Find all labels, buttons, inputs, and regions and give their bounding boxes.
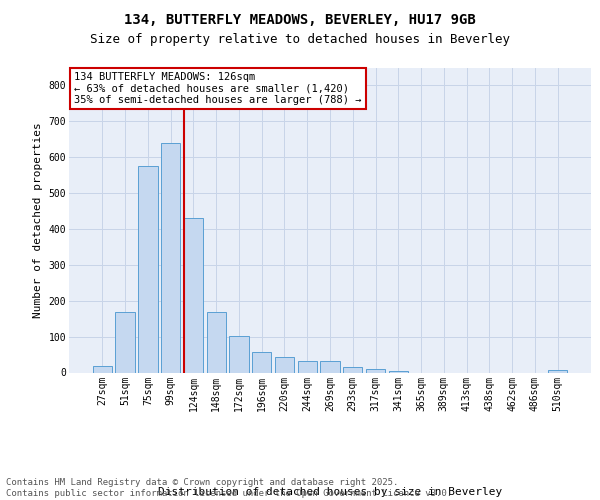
Bar xyxy=(138,166,158,372)
Bar xyxy=(275,356,294,372)
Bar xyxy=(389,370,408,372)
X-axis label: Distribution of detached houses by size in Beverley: Distribution of detached houses by size … xyxy=(158,487,502,497)
Bar xyxy=(298,361,317,372)
Text: Contains HM Land Registry data © Crown copyright and database right 2025.
Contai: Contains HM Land Registry data © Crown c… xyxy=(6,478,452,498)
Bar xyxy=(548,370,567,372)
Bar xyxy=(366,369,385,372)
Text: 134, BUTTERFLY MEADOWS, BEVERLEY, HU17 9GB: 134, BUTTERFLY MEADOWS, BEVERLEY, HU17 9… xyxy=(124,12,476,26)
Bar xyxy=(252,352,271,372)
Bar xyxy=(184,218,203,372)
Bar xyxy=(229,336,248,372)
Bar xyxy=(343,368,362,372)
Bar xyxy=(115,312,135,372)
Bar xyxy=(320,361,340,372)
Text: Size of property relative to detached houses in Beverley: Size of property relative to detached ho… xyxy=(90,32,510,46)
Text: 134 BUTTERFLY MEADOWS: 126sqm
← 63% of detached houses are smaller (1,420)
35% o: 134 BUTTERFLY MEADOWS: 126sqm ← 63% of d… xyxy=(74,72,362,106)
Bar xyxy=(161,143,181,372)
Bar xyxy=(206,312,226,372)
Bar xyxy=(93,366,112,372)
Y-axis label: Number of detached properties: Number of detached properties xyxy=(33,122,43,318)
